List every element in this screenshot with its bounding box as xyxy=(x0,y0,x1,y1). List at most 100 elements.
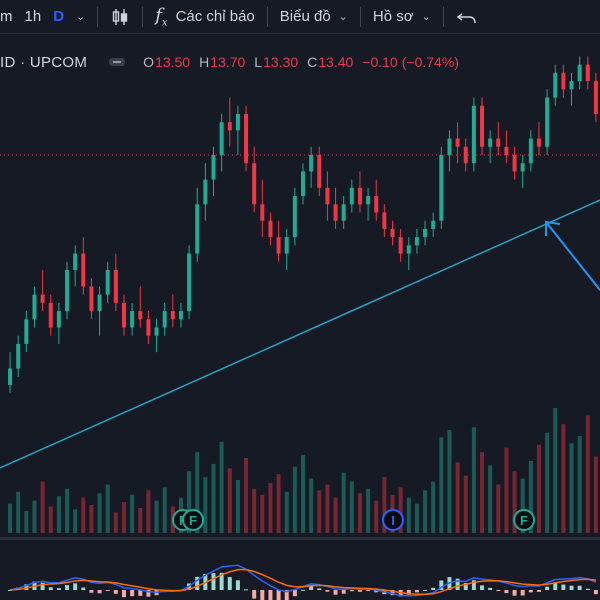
chart-type-button[interactable]: Biểu đồ ⌄ xyxy=(274,0,354,33)
close-key: C xyxy=(307,54,318,70)
candle-body xyxy=(333,204,338,221)
toolbar-divider xyxy=(442,6,444,27)
candle-body xyxy=(577,64,582,82)
profile-button[interactable]: Hồ sơ ⌄ xyxy=(367,0,437,33)
macd-histogram-bar xyxy=(195,576,200,590)
open-value: 13.50 xyxy=(155,54,191,70)
candle-body xyxy=(219,122,224,155)
toolbar-divider xyxy=(97,6,99,27)
candle-body xyxy=(471,105,476,164)
macd-histogram-bar xyxy=(593,590,598,595)
candle-body xyxy=(447,138,452,155)
candle-body xyxy=(349,187,354,205)
candle-body xyxy=(162,311,167,328)
price-chart[interactable]: FFIF xyxy=(0,34,600,600)
macd-histogram-bar xyxy=(24,584,29,590)
macd-histogram-bar xyxy=(471,580,476,590)
toolbar-divider xyxy=(142,6,144,27)
symbol-legend: ID · UPCOM O 13.50 H 13.70 L 13.30 C 13.40 −… xyxy=(0,50,468,74)
volume-bar xyxy=(130,494,135,533)
volume-bar xyxy=(211,463,216,533)
undo-icon xyxy=(456,12,476,23)
chart-type-label: Biểu đồ xyxy=(279,8,331,25)
candle-body xyxy=(24,319,29,344)
volume-bar xyxy=(138,508,143,533)
volume-bar xyxy=(406,497,411,533)
candle-body xyxy=(488,138,493,147)
arrow-head xyxy=(545,220,561,236)
volume-bar xyxy=(569,443,574,533)
macd-histogram-bar xyxy=(463,583,468,590)
macd-histogram-bar xyxy=(121,590,126,598)
volume-bar xyxy=(32,500,37,533)
candle-body xyxy=(382,212,387,229)
candle-body xyxy=(40,294,45,303)
macd-histogram-bar xyxy=(406,590,411,595)
macd-histogram-bar xyxy=(585,588,590,590)
candles-icon xyxy=(113,8,128,25)
volume-bar xyxy=(317,490,322,533)
candle-body xyxy=(357,187,362,205)
macd-histogram-bar xyxy=(374,590,379,593)
volume-bar xyxy=(357,493,362,533)
timeframe-partial-button[interactable]: m xyxy=(0,0,19,33)
volume-bar xyxy=(235,480,240,533)
candle-body xyxy=(480,105,485,147)
macd-histogram-bar xyxy=(553,582,558,590)
trendline xyxy=(0,199,600,469)
volume-bar xyxy=(113,512,118,533)
macd-histogram-bar xyxy=(455,578,460,590)
macd-histogram-bar xyxy=(252,590,257,599)
candle-body xyxy=(520,163,525,172)
indicators-button[interactable]: fx Các chỉ báo xyxy=(149,0,261,33)
timeframe-partial-label: m xyxy=(0,8,13,25)
open-key: O xyxy=(143,54,155,70)
timeframe-dropdown-button[interactable]: ⌄ xyxy=(70,0,91,33)
volume-bar xyxy=(154,500,159,533)
macd-panel-divider[interactable] xyxy=(0,537,600,540)
volume-bar xyxy=(219,441,224,533)
low-key: L xyxy=(254,54,263,70)
close-value: 13.40 xyxy=(318,54,354,70)
macd-histogram-bar xyxy=(317,588,322,590)
candle-body xyxy=(439,155,444,221)
candle-body xyxy=(292,196,297,238)
symbol-name[interactable]: ID · UPCOM xyxy=(0,53,88,71)
macd-histogram-bar xyxy=(480,585,485,590)
volume-bar xyxy=(40,481,45,533)
macd-histogram-bar xyxy=(40,582,45,590)
candle-body xyxy=(32,294,37,320)
collapse-legend-button[interactable] xyxy=(109,58,126,66)
macd-histogram-bar xyxy=(390,590,395,596)
macd-histogram-bar xyxy=(309,585,314,590)
volume-bar xyxy=(423,490,428,533)
macd-histogram-bar xyxy=(512,590,517,596)
candle-body xyxy=(528,138,533,164)
candle-body xyxy=(121,302,126,328)
candle-body xyxy=(545,97,550,147)
volume-bar xyxy=(504,447,509,533)
candle-body xyxy=(65,270,70,312)
candle-style-button[interactable] xyxy=(104,0,136,33)
macd-histogram-bar xyxy=(366,590,371,591)
macd-histogram-bar xyxy=(48,587,53,590)
timeframe-d-label: D xyxy=(53,8,65,25)
volume-bar xyxy=(414,503,419,533)
timeframe-d-button[interactable]: D xyxy=(47,0,70,33)
chevron-down-icon: ⌄ xyxy=(76,11,86,23)
undo-button[interactable] xyxy=(450,0,484,33)
volume-bar xyxy=(382,477,387,533)
candle-body xyxy=(146,319,151,336)
volume-bar xyxy=(48,506,53,533)
event-marker-label: F xyxy=(520,513,528,528)
macd-histogram-bar xyxy=(211,573,216,590)
volume-bar xyxy=(561,424,566,533)
macd-histogram-bar xyxy=(325,590,330,592)
candle-body xyxy=(496,138,501,147)
volume-bar xyxy=(195,452,200,533)
top-toolbar: m 1h D ⌄ fx Các chỉ báo Biểu đồ ⌄ Hồ sơ … xyxy=(0,0,600,34)
candle-body xyxy=(8,368,13,385)
volume-bar xyxy=(553,408,558,533)
timeframe-1h-button[interactable]: 1h xyxy=(19,0,48,33)
volume-bar xyxy=(301,455,305,533)
